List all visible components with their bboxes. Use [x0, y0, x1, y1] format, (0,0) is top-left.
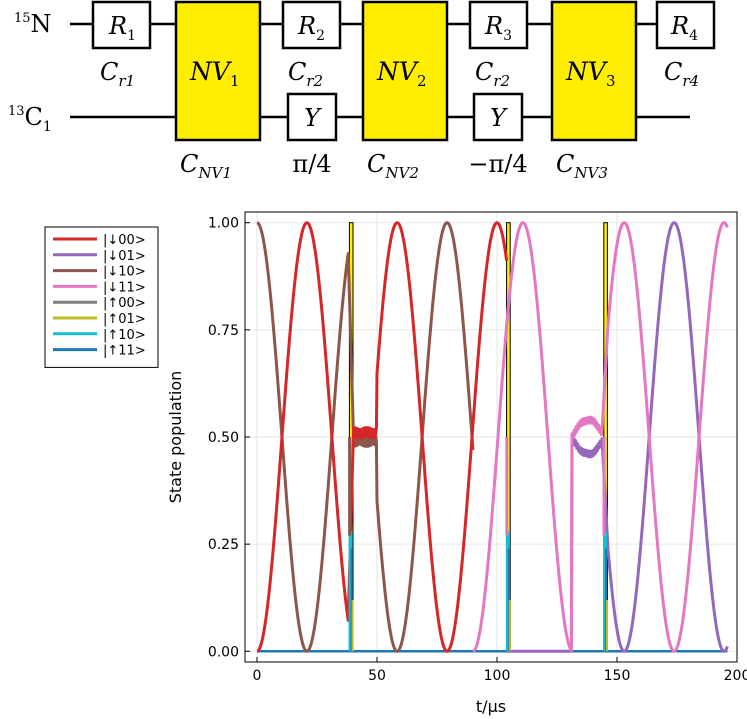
x-tick-label: 50	[368, 668, 386, 684]
wire-label-13C1: 13C1	[8, 103, 52, 135]
svg-text:NV1: NV1	[189, 57, 239, 90]
legend-label: |↑01>	[103, 312, 146, 327]
svg-text:−π/4: −π/4	[468, 150, 527, 178]
gate-R1: R1 Cr1	[91, 0, 152, 90]
population-plot: 0 50 100 150 200 0.00 0.25 0.50 0.75 1.00 t/μs S…	[166, 211, 747, 716]
legend-label: |↑00>	[103, 296, 146, 311]
y-axis-ticks: 0.00 0.25 0.50 0.75 1.00	[208, 216, 250, 660]
legend-box	[44, 226, 159, 368]
x-tick-label: 0	[253, 668, 262, 684]
gate-NV3: NV3 CNV3	[550, 0, 638, 182]
svg-text:NV3: NV3	[565, 57, 615, 90]
svg-text:Cr2: Cr2	[475, 58, 510, 90]
gate-R3: R3 Cr2	[468, 0, 529, 90]
svg-text:R2: R2	[297, 12, 325, 44]
series-curves	[256, 221, 729, 653]
legend-label: |↓10>	[103, 265, 146, 280]
gate-NV1: NV1 CNV1	[174, 0, 262, 182]
gate-Y-pi4: Y π/4	[286, 92, 338, 178]
gate-R2: R2 Cr2	[281, 0, 342, 90]
svg-text:Y: Y	[304, 104, 322, 132]
svg-text:CNV3: CNV3	[556, 150, 608, 182]
y-tick-label: 0.25	[208, 537, 239, 553]
legend-label: |↑10>	[103, 328, 146, 343]
gate-R4: R4 Cr4	[655, 0, 716, 90]
legend-label: |↓01>	[103, 249, 146, 264]
wire-label-15N: 15N	[14, 10, 52, 38]
gate-NV2: NV2 CNV2	[361, 0, 449, 182]
y-tick-label: 0.75	[208, 323, 239, 339]
y-tick-label: 1.00	[208, 216, 239, 232]
y-axis-label: State population	[166, 371, 185, 504]
svg-text:R1: R1	[108, 12, 136, 44]
svg-text:Cr4: Cr4	[664, 58, 699, 90]
svg-text:R4: R4	[670, 12, 698, 44]
series-line-down00	[256, 221, 509, 653]
x-tick-label: 200	[724, 668, 747, 684]
gate-Y-minus-pi4: Y −π/4	[468, 92, 528, 178]
series-line-down10	[256, 221, 475, 653]
legend-label: |↓11>	[103, 280, 146, 295]
svg-text:NV2: NV2	[376, 57, 426, 90]
x-axis-label: t/μs	[476, 697, 506, 716]
svg-text:CNV1: CNV1	[180, 150, 232, 182]
series-line-down11	[472, 221, 729, 653]
y-tick-label: 0.50	[208, 430, 239, 446]
series-line-down01	[506, 221, 729, 653]
svg-text:CNV2: CNV2	[367, 150, 419, 182]
svg-text:R3: R3	[484, 12, 512, 44]
svg-text:Cr1: Cr1	[100, 58, 135, 90]
svg-text:Y: Y	[490, 104, 508, 132]
legend-label: |↓00>	[103, 233, 146, 248]
y-tick-label: 0.00	[208, 644, 239, 660]
svg-text:Cr2: Cr2	[288, 58, 323, 90]
x-axis-ticks: 0 50 100 150 200	[253, 657, 747, 684]
chart-legend: |↓00>|↓01>|↓10>|↓11>|↑00>|↑01>|↑10>|↑11>	[44, 226, 159, 368]
svg-text:π/4: π/4	[292, 150, 331, 178]
x-tick-label: 100	[484, 668, 511, 684]
legend-label: |↑11>	[103, 344, 146, 359]
quantum-circuit: 15N 13C1 R1 Cr1 NV1 CNV1 R2 Cr2 Y π/4	[8, 0, 716, 182]
x-tick-label: 150	[604, 668, 631, 684]
